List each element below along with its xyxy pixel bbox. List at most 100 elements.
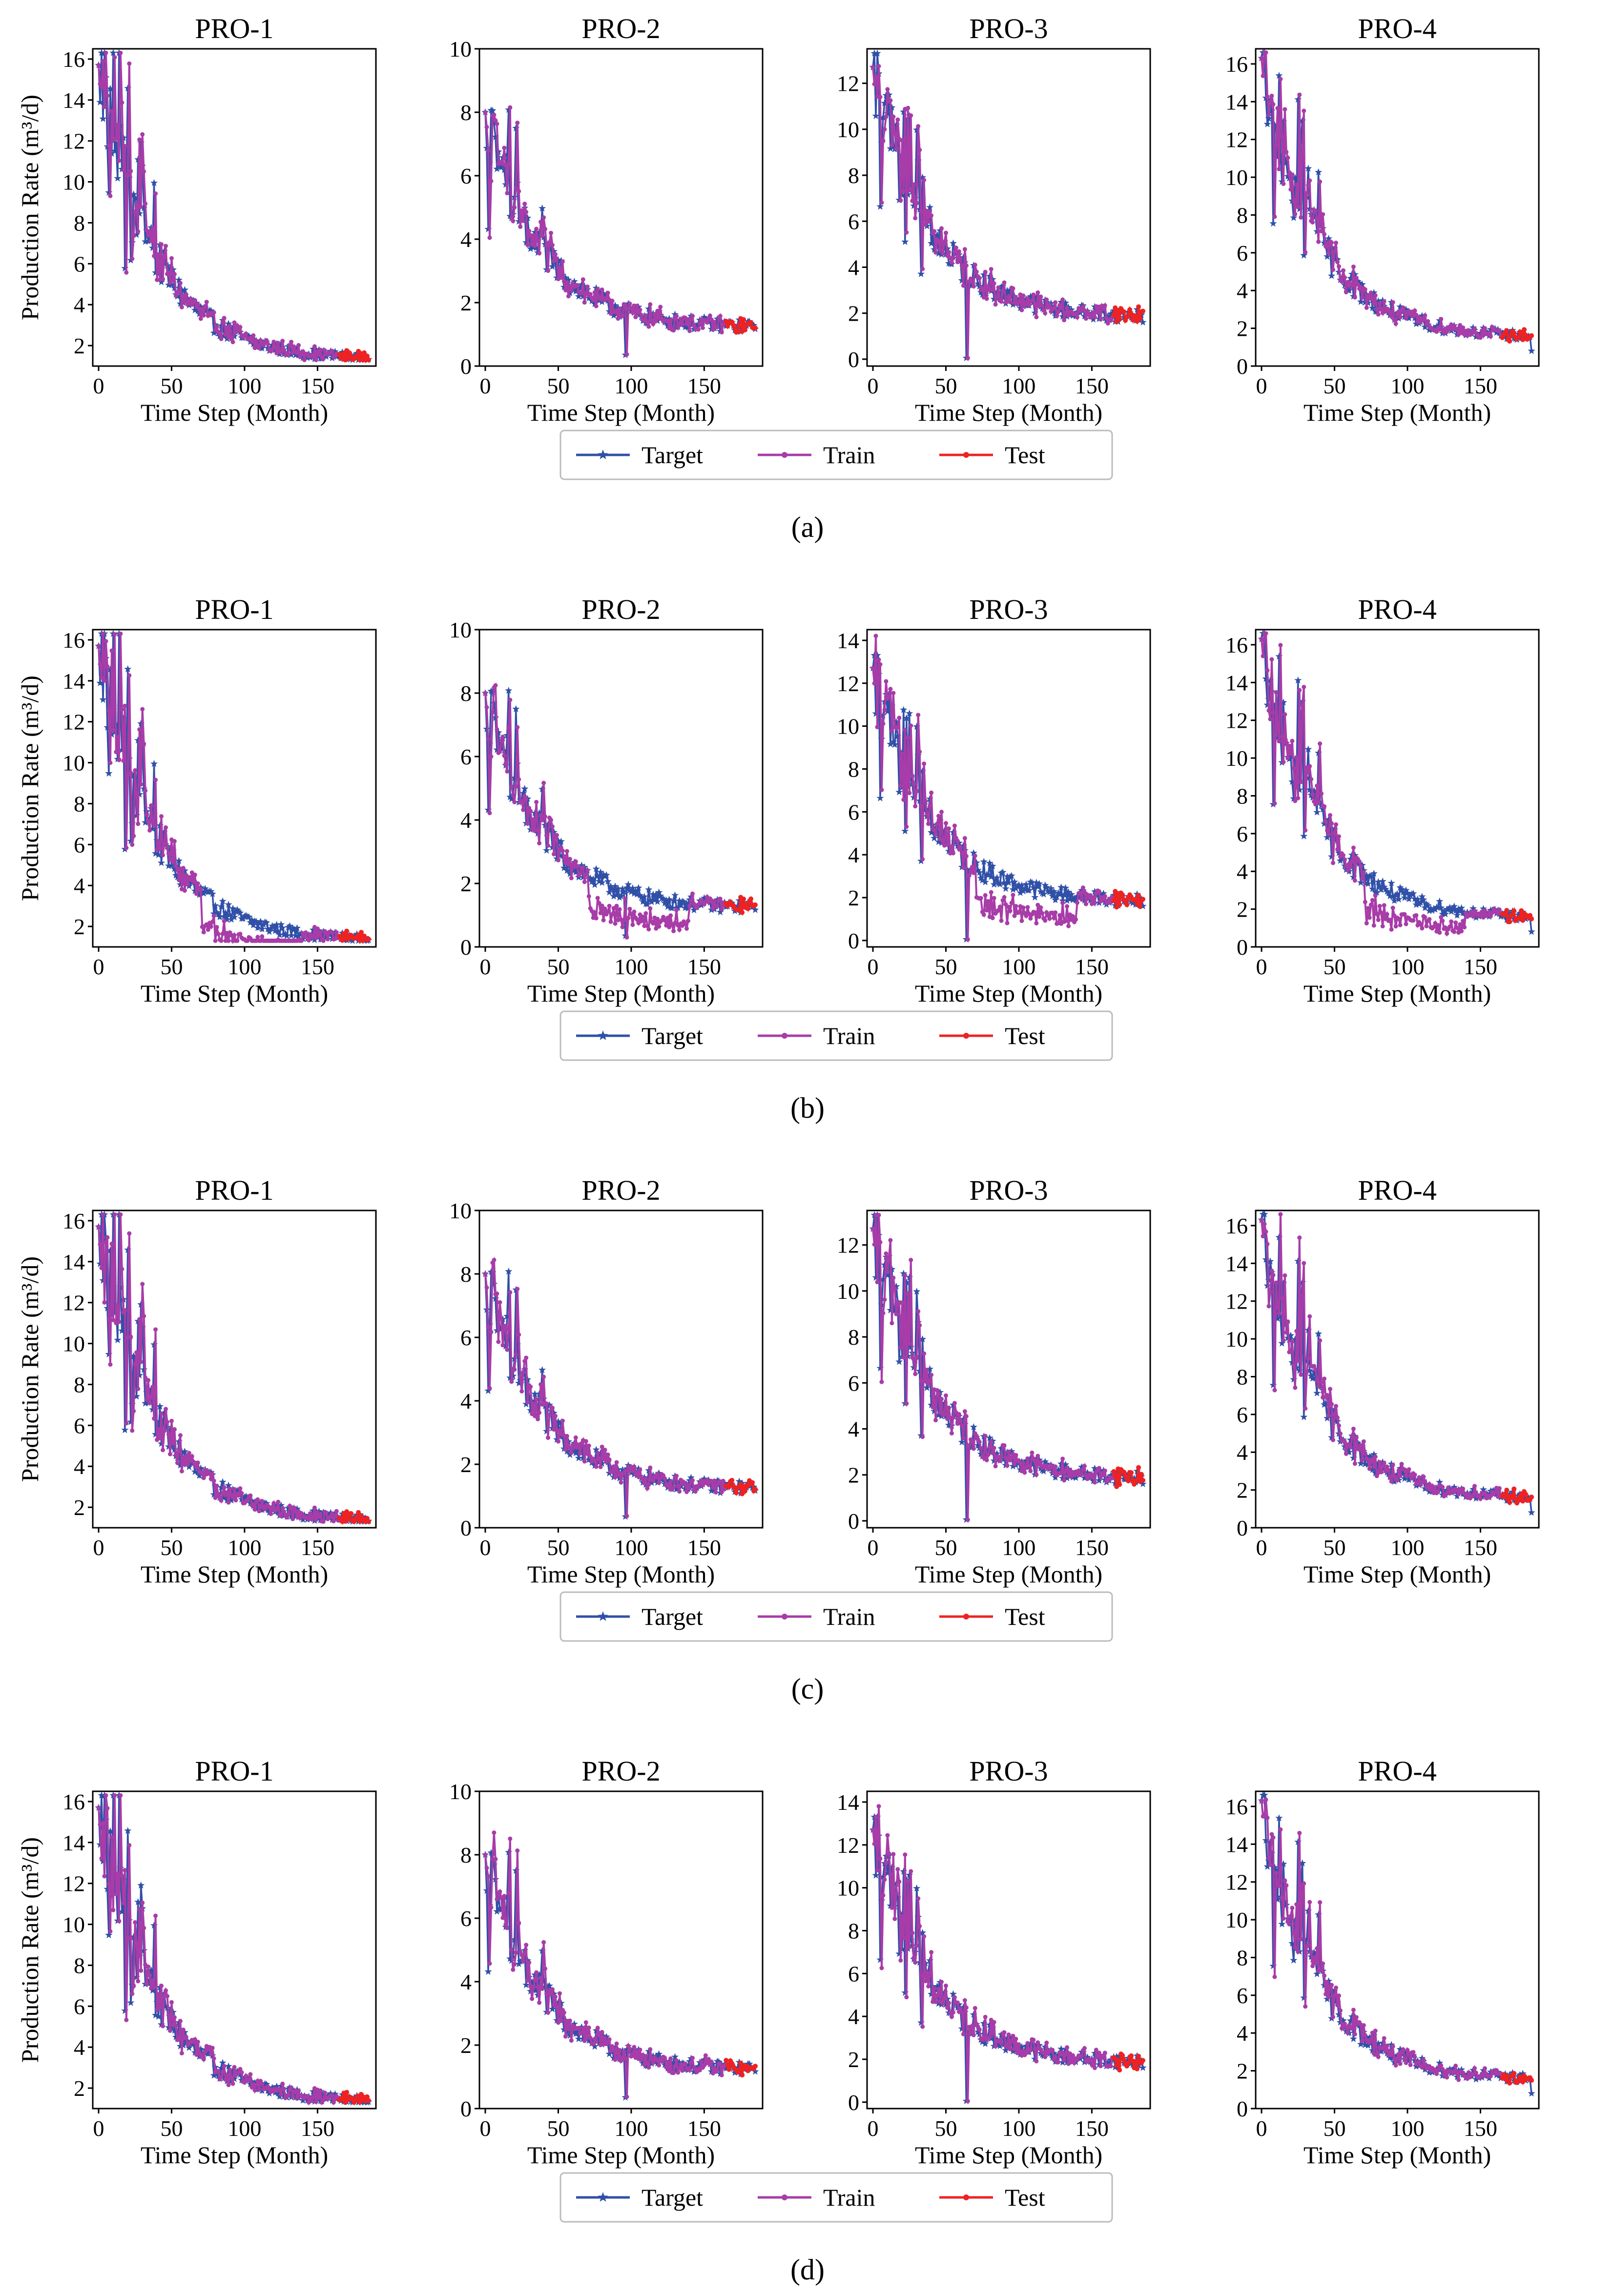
target-point [1053, 893, 1061, 900]
train-point [958, 256, 963, 261]
train-point [623, 1469, 628, 1474]
test-point [1503, 912, 1508, 918]
train-point [156, 252, 161, 257]
train-point [999, 299, 1004, 304]
target-point [147, 1966, 155, 1973]
train-point [586, 894, 591, 899]
train-point [505, 769, 510, 774]
target-point [112, 139, 120, 146]
plot-area [95, 1210, 373, 1525]
train-point [279, 350, 284, 355]
train-point [238, 325, 243, 329]
train-point [610, 298, 615, 303]
train-point [1316, 1384, 1321, 1389]
target-point [1382, 885, 1389, 893]
train-point [560, 1418, 565, 1423]
legend-label-test: Test [1005, 441, 1045, 469]
target-point [1387, 879, 1395, 886]
train-point [986, 1452, 991, 1457]
train-point [1398, 1474, 1403, 1478]
target-point [142, 819, 149, 826]
target-point [981, 878, 989, 885]
target-point [140, 1366, 148, 1373]
train-point [1043, 311, 1048, 316]
train-point [531, 817, 536, 822]
x-tick-label: 0 [480, 954, 491, 979]
train-point [161, 853, 166, 858]
target-point [980, 270, 988, 278]
train-point [688, 898, 693, 902]
train-point [1288, 1349, 1293, 1354]
train-point [1478, 1496, 1483, 1501]
train-point [1463, 910, 1468, 915]
train-point [1407, 1467, 1411, 1472]
target-point [1018, 882, 1026, 889]
train-point [1263, 631, 1268, 636]
train-point [1361, 1439, 1366, 1444]
train-point [1461, 919, 1466, 923]
train-point [490, 710, 495, 715]
target-point [136, 1371, 144, 1379]
train-point [153, 778, 158, 782]
test-point [337, 351, 342, 357]
train-point [492, 1258, 497, 1263]
train-point [549, 818, 554, 822]
target-point [1367, 1453, 1375, 1460]
train-point [290, 1517, 295, 1521]
y-tick-label: 16 [1225, 633, 1248, 657]
panel-title: PRO-4 [1358, 594, 1436, 625]
train-point [159, 242, 164, 247]
train-point [195, 302, 200, 307]
target-point [201, 884, 209, 892]
target-point [660, 895, 667, 902]
test-point [356, 1510, 361, 1515]
train-point [673, 921, 678, 925]
train-point [1016, 910, 1021, 915]
target-point [137, 1881, 145, 1889]
train-point [1043, 918, 1048, 923]
train-point [169, 1418, 174, 1423]
target-point [671, 891, 679, 899]
target-point [245, 332, 253, 340]
target-point [1271, 121, 1279, 128]
target-point [1008, 872, 1015, 879]
target-point [125, 1916, 133, 1924]
train-point [926, 821, 931, 826]
target-point [1000, 293, 1008, 301]
target-point [142, 1399, 149, 1407]
train-point [567, 857, 572, 861]
target-point [288, 350, 295, 358]
train-point [561, 856, 566, 861]
target-point [117, 122, 124, 129]
train-point [101, 1212, 105, 1217]
train-point [1281, 182, 1286, 186]
train-point [1341, 853, 1346, 858]
target-point [1299, 117, 1306, 124]
target-point [664, 902, 672, 910]
target-point [547, 245, 555, 253]
target-point [632, 887, 640, 894]
train-point [586, 1443, 591, 1448]
train-point [143, 1375, 148, 1380]
target-point [1057, 298, 1065, 306]
test-point [1113, 1473, 1118, 1478]
train-point [911, 182, 916, 187]
target-point [493, 165, 501, 172]
target-point [176, 300, 184, 307]
target-point [751, 906, 759, 913]
train-point [719, 330, 724, 335]
train-point [308, 1511, 312, 1516]
target-point [1274, 734, 1282, 741]
train-point [938, 837, 943, 841]
x-axis-label: Time Step (Month) [527, 980, 715, 1007]
target-point [150, 1340, 158, 1348]
target-point [1315, 1330, 1323, 1337]
target-point [210, 1491, 218, 1498]
target-point [707, 1487, 715, 1494]
target-point [124, 1246, 132, 1253]
target-point [1284, 172, 1292, 180]
train-point [484, 705, 489, 710]
train-point [965, 356, 970, 361]
target-point [654, 898, 662, 905]
